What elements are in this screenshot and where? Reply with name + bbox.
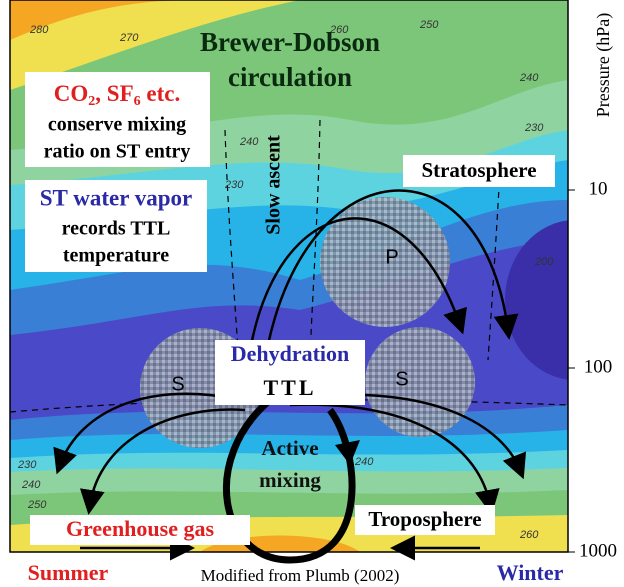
contour-label: 280: [29, 24, 49, 36]
region-label: P: [385, 246, 398, 268]
text: Active: [261, 436, 318, 460]
axis-title: Pressure (hPa): [593, 13, 614, 117]
contour-label: 230: [224, 179, 244, 191]
tick-label: 10: [589, 178, 608, 199]
text: mixing: [259, 468, 321, 492]
region-label: S: [395, 368, 408, 390]
figure: 280 270 260 250 240 230 240 230 200 230 …: [0, 0, 624, 587]
text: Slow ascent: [263, 135, 285, 235]
contour-label: 240: [239, 136, 259, 148]
text: temperature: [63, 245, 169, 267]
text: TTL: [263, 375, 316, 400]
contour-label: 200: [534, 256, 554, 268]
contour-label: 250: [419, 19, 439, 31]
contour-label: 270: [119, 32, 139, 44]
contour-label: 230: [17, 459, 37, 471]
tick-label: 1000: [579, 540, 617, 561]
text: CO: [54, 81, 89, 106]
text: ratio on ST entry: [44, 141, 191, 163]
region-s-right: [365, 327, 475, 437]
contour-label: 250: [27, 499, 47, 511]
title: circulation: [228, 62, 352, 92]
tracer-label: CO2, SF6 etc.: [54, 81, 180, 109]
contour-label: 260: [519, 529, 539, 541]
region-label: S: [171, 373, 184, 395]
contour-label: 240: [519, 72, 539, 84]
text: Summer: [28, 560, 109, 585]
text: Greenhouse gas: [66, 516, 215, 541]
tick-label: 100: [584, 356, 613, 377]
text: Stratosphere: [421, 158, 536, 182]
text: Winter: [497, 560, 564, 585]
text: 2: [88, 94, 95, 109]
text: 6: [134, 94, 141, 109]
text: ST water vapor: [40, 185, 193, 210]
text: etc.: [141, 81, 181, 106]
text: Troposphere: [368, 507, 481, 531]
contour-label: 230: [524, 122, 544, 134]
text: records TTL: [62, 218, 171, 240]
text: , SF: [95, 81, 133, 106]
text: Modified from Plumb (2002): [201, 566, 400, 585]
contour-label: 240: [21, 479, 41, 491]
text: Dehydration: [231, 341, 350, 366]
text: conserve mixing: [48, 114, 186, 136]
contour-label: 240: [354, 456, 374, 468]
title: Brewer-Dobson: [200, 27, 380, 57]
